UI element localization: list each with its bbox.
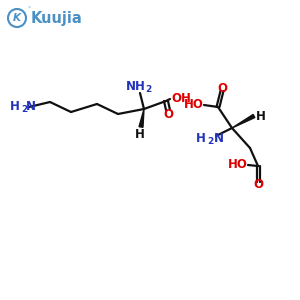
Polygon shape — [232, 115, 255, 128]
Text: 2: 2 — [207, 136, 213, 146]
Text: O: O — [217, 82, 227, 94]
Text: Kuujia: Kuujia — [31, 11, 83, 26]
Text: NH: NH — [126, 80, 146, 92]
Text: 2: 2 — [145, 85, 151, 94]
Text: O: O — [253, 178, 263, 191]
Text: °: ° — [27, 7, 30, 11]
Text: K: K — [13, 13, 21, 23]
Text: H: H — [196, 131, 206, 145]
Text: HO: HO — [184, 98, 204, 110]
Text: H: H — [10, 100, 20, 113]
Text: H: H — [135, 128, 145, 142]
Text: O: O — [163, 109, 173, 122]
Text: N: N — [214, 131, 224, 145]
Text: 2: 2 — [21, 105, 27, 114]
Text: H: H — [256, 110, 266, 122]
Text: OH: OH — [171, 92, 191, 106]
Text: HO: HO — [228, 158, 248, 170]
Polygon shape — [139, 109, 144, 127]
Text: N: N — [26, 100, 36, 113]
